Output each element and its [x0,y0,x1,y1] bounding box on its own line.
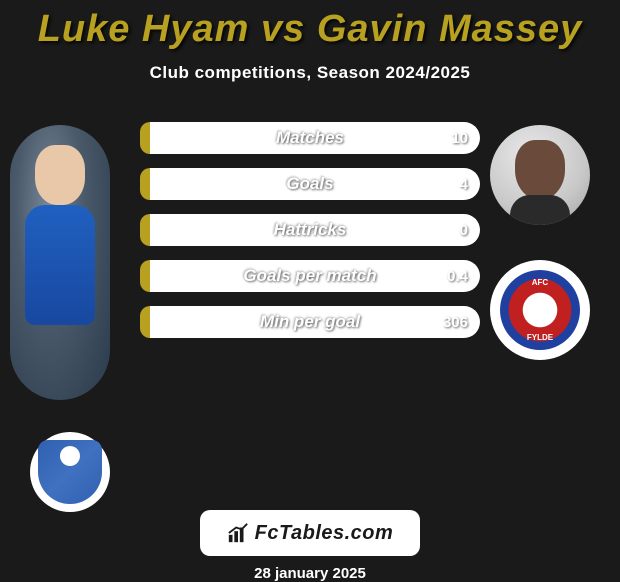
stat-row: Goals per match0.4 [140,260,480,292]
stats-container: Matches10 Goals4 Hattricks0 Goals per match… [140,122,480,352]
badge-right-text-bottom: FYLDE [527,333,553,342]
stat-label: Matches [140,128,480,148]
stat-row: Matches10 [140,122,480,154]
stat-value-right: 0 [460,222,468,239]
stat-row: Min per goal306 [140,306,480,338]
page-title: Luke Hyam vs Gavin Massey [0,0,620,51]
club-badge-left [30,432,110,512]
page-subtitle: Club competitions, Season 2024/2025 [0,63,620,83]
stat-value-right: 0.4 [447,268,468,285]
stat-value-right: 306 [443,314,468,331]
stat-row: Goals4 [140,168,480,200]
stat-label: Goals per match [140,266,480,286]
player-right-photo [490,125,590,225]
player-left-photo [10,125,110,400]
footer-date: 28 january 2025 [0,565,620,582]
club-badge-left-inner [38,440,102,504]
chart-icon [227,522,249,544]
stat-value-right: 4 [460,176,468,193]
footer-logo: FcTables.com [200,510,420,556]
club-badge-right-inner: AFC FYLDE [500,270,580,350]
stat-label: Min per goal [140,312,480,332]
stat-value-right: 10 [451,130,468,147]
club-badge-right: AFC FYLDE [490,260,590,360]
stat-label: Hattricks [140,220,480,240]
stat-label: Goals [140,174,480,194]
badge-right-text-top: AFC [532,278,548,287]
stat-row: Hattricks0 [140,214,480,246]
footer-logo-text: FcTables.com [255,522,394,545]
